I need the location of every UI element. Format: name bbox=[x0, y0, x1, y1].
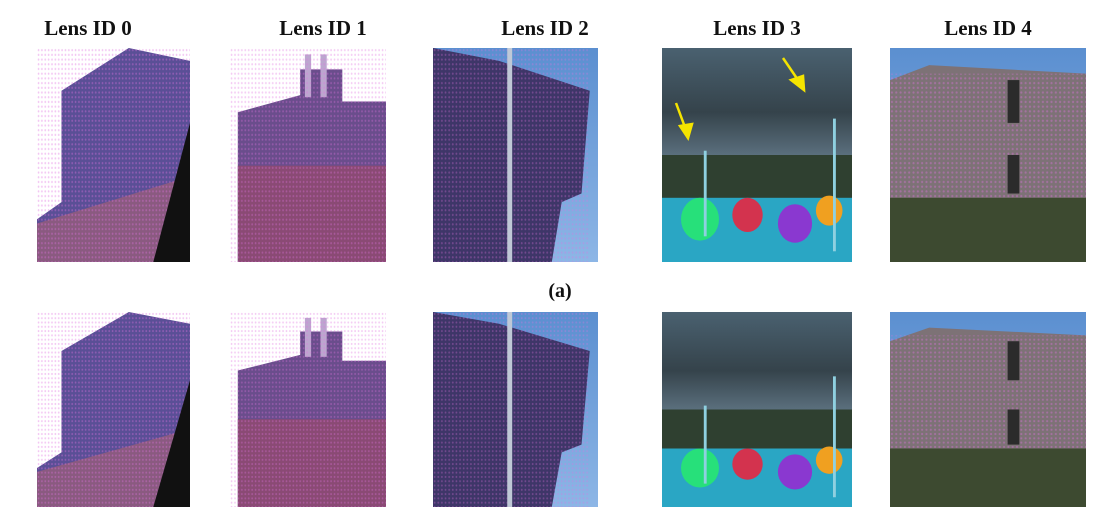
column-label: Lens ID 1 bbox=[279, 16, 367, 40]
column-label: Lens ID 0 bbox=[44, 16, 132, 40]
row-b bbox=[37, 312, 1086, 507]
column-label: Lens ID 4 bbox=[944, 16, 1032, 40]
image bbox=[230, 48, 386, 262]
column-label: Lens ID 2 bbox=[501, 16, 589, 40]
image bbox=[662, 312, 852, 507]
image bbox=[433, 48, 598, 262]
image bbox=[37, 312, 190, 507]
row-caption: (a) bbox=[548, 280, 571, 302]
image bbox=[37, 48, 190, 262]
figure: Lens ID 0 Lens ID 1 Lens ID 2 Lens ID 3 … bbox=[0, 0, 1096, 515]
image bbox=[890, 48, 1086, 262]
image bbox=[662, 48, 852, 262]
image bbox=[890, 312, 1086, 507]
column-label: Lens ID 3 bbox=[713, 16, 801, 40]
row-a bbox=[37, 48, 1086, 262]
column-labels: Lens ID 0 Lens ID 1 Lens ID 2 Lens ID 3 … bbox=[44, 16, 1032, 40]
image bbox=[433, 312, 598, 507]
image bbox=[230, 312, 386, 507]
